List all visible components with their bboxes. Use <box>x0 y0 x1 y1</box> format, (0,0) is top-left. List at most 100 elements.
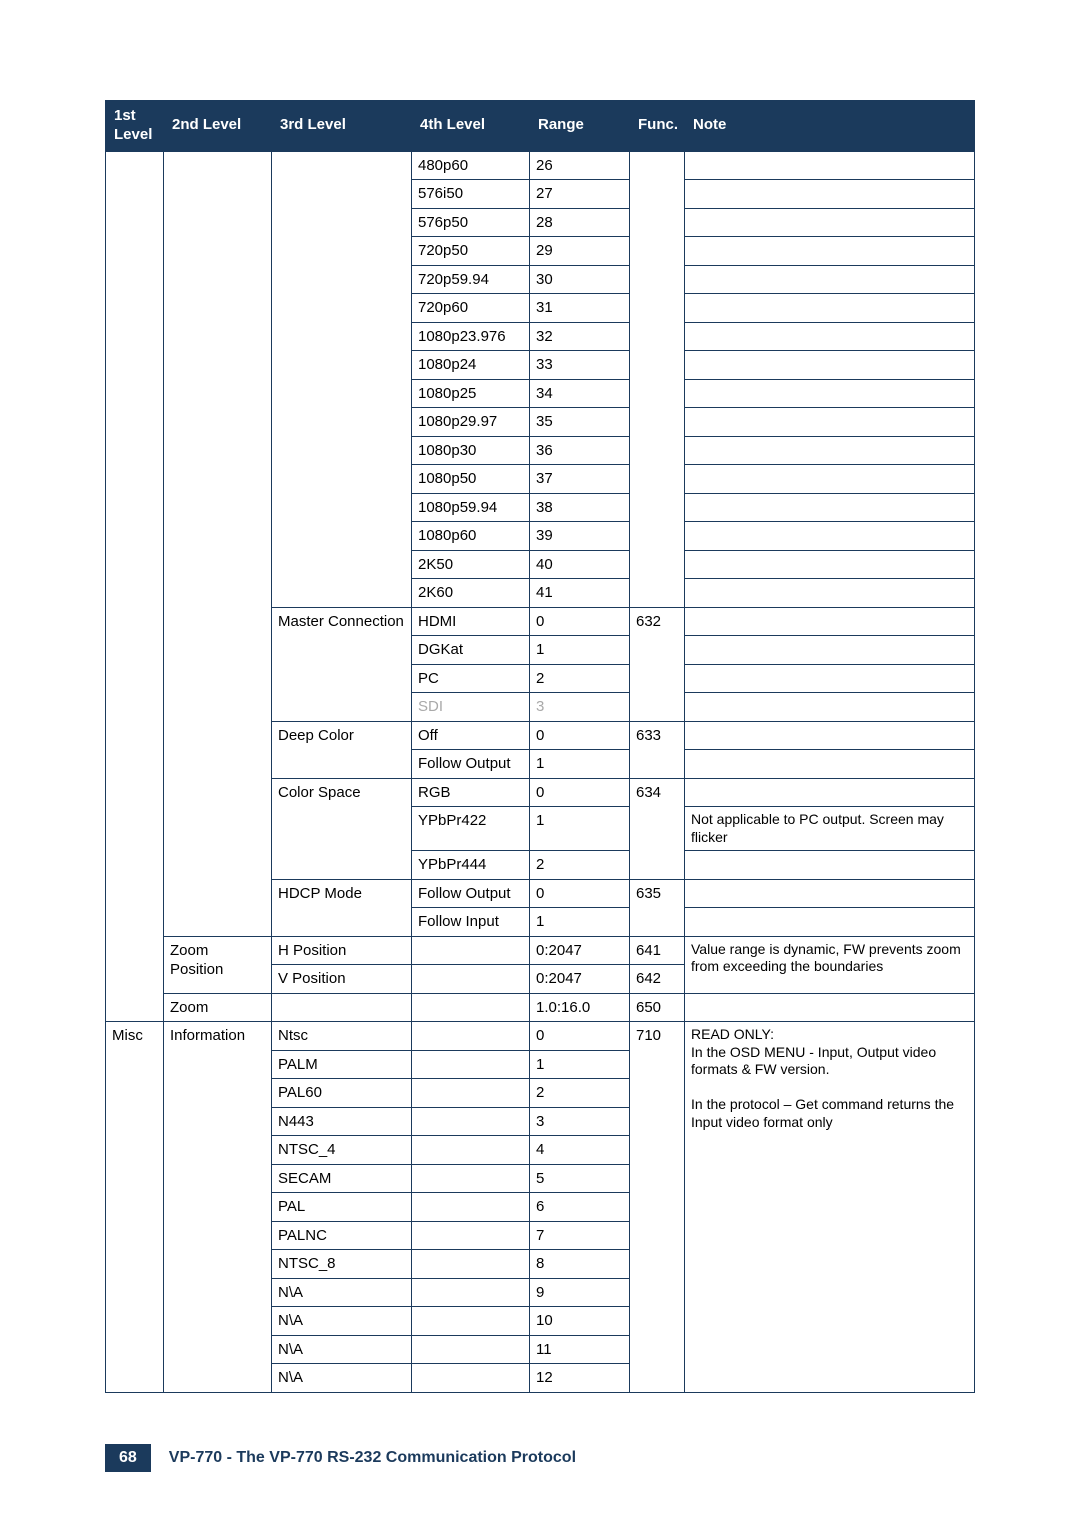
footer-title: VP-770 - The VP-770 RS-232 Communication… <box>169 1449 576 1467</box>
cell-l4: 1080p25 <box>412 379 530 408</box>
cell-l4: 720p50 <box>412 237 530 266</box>
col-header-l4: 4th Level <box>412 101 530 152</box>
cell-l2: Zoom <box>164 993 272 1022</box>
cell-range: 1.0:16.0 <box>530 993 630 1022</box>
cell-note <box>685 750 975 779</box>
cell-l4: 1080p30 <box>412 436 530 465</box>
cell-range: 3 <box>530 693 630 722</box>
cell-range: 29 <box>530 237 630 266</box>
cell-l4: Off <box>412 721 530 750</box>
cell-note <box>685 778 975 807</box>
cell-note <box>685 607 975 636</box>
cell-l3: PALNC <box>272 1221 412 1250</box>
cell-l3: Deep Color <box>272 721 412 778</box>
cell-range: 34 <box>530 379 630 408</box>
cell-l3 <box>272 151 412 607</box>
cell-func: 632 <box>630 607 685 721</box>
cell-range: 5 <box>530 1164 630 1193</box>
cell-l3: H Position <box>272 936 412 965</box>
protocol-table-container: 1st Level 2nd Level 3rd Level 4th Level … <box>105 100 975 1393</box>
cell-l4 <box>412 1307 530 1336</box>
cell-l2: Zoom Position <box>164 936 272 993</box>
cell-l4: YPbPr444 <box>412 851 530 880</box>
cell-func: 641 <box>630 936 685 965</box>
cell-l4: YPbPr422 <box>412 807 530 851</box>
table-row: Zoom 1.0:16.0650 <box>106 993 975 1022</box>
cell-l4: RGB <box>412 778 530 807</box>
page-footer: 68 VP-770 - The VP-770 RS-232 Communicat… <box>105 1444 975 1472</box>
cell-note <box>685 408 975 437</box>
cell-note <box>685 379 975 408</box>
cell-range: 0:2047 <box>530 965 630 994</box>
cell-l4: 1080p60 <box>412 522 530 551</box>
cell-note <box>685 879 975 908</box>
cell-l4 <box>412 1335 530 1364</box>
table-row: Zoom PositionH Position0:2047641Value ra… <box>106 936 975 965</box>
cell-range: 1 <box>530 636 630 665</box>
cell-note <box>685 664 975 693</box>
cell-l4 <box>412 1079 530 1108</box>
cell-range: 0:2047 <box>530 936 630 965</box>
cell-l4: 1080p50 <box>412 465 530 494</box>
cell-l4: 576i50 <box>412 180 530 209</box>
cell-note <box>685 550 975 579</box>
cell-range: 0 <box>530 778 630 807</box>
cell-l4: 1080p23.976 <box>412 322 530 351</box>
table-header-row: 1st Level 2nd Level 3rd Level 4th Level … <box>106 101 975 152</box>
cell-range: 2 <box>530 851 630 880</box>
cell-range: 2 <box>530 1079 630 1108</box>
cell-range: 4 <box>530 1136 630 1165</box>
cell-range: 10 <box>530 1307 630 1336</box>
cell-l3: Color Space <box>272 778 412 879</box>
cell-note <box>685 522 975 551</box>
table-body: 480p6026576i5027576p5028720p5029720p59.9… <box>106 151 975 1392</box>
cell-l4 <box>412 936 530 965</box>
cell-l3: NTSC_4 <box>272 1136 412 1165</box>
cell-range: 32 <box>530 322 630 351</box>
cell-range: 1 <box>530 1050 630 1079</box>
cell-l2 <box>164 151 272 936</box>
cell-l3: V Position <box>272 965 412 994</box>
cell-l2: Information <box>164 1022 272 1393</box>
cell-l4: PC <box>412 664 530 693</box>
cell-range: 8 <box>530 1250 630 1279</box>
cell-func <box>630 151 685 607</box>
cell-l4 <box>412 1050 530 1079</box>
cell-note <box>685 237 975 266</box>
cell-note <box>685 436 975 465</box>
cell-range: 11 <box>530 1335 630 1364</box>
cell-range: 35 <box>530 408 630 437</box>
cell-l4 <box>412 1107 530 1136</box>
cell-note <box>685 322 975 351</box>
cell-l4: 1080p59.94 <box>412 493 530 522</box>
cell-l3: N443 <box>272 1107 412 1136</box>
cell-range: 27 <box>530 180 630 209</box>
cell-range: 33 <box>530 351 630 380</box>
col-header-range: Range <box>530 101 630 152</box>
cell-l4 <box>412 1221 530 1250</box>
cell-range: 39 <box>530 522 630 551</box>
table-row: 480p6026 <box>106 151 975 180</box>
cell-range: 36 <box>530 436 630 465</box>
cell-l4: DGKat <box>412 636 530 665</box>
cell-note <box>685 579 975 608</box>
cell-l4 <box>412 1364 530 1393</box>
cell-range: 2 <box>530 664 630 693</box>
cell-note <box>685 265 975 294</box>
cell-range: 1 <box>530 908 630 937</box>
cell-l3: HDCP Mode <box>272 879 412 936</box>
cell-note: Value range is dynamic, FW prevents zoom… <box>685 936 975 993</box>
cell-func: 650 <box>630 993 685 1022</box>
cell-l4 <box>412 1136 530 1165</box>
cell-l4 <box>412 1022 530 1051</box>
page-number-badge: 68 <box>105 1444 151 1472</box>
cell-range: 28 <box>530 208 630 237</box>
cell-l4: 1080p24 <box>412 351 530 380</box>
cell-func: 634 <box>630 778 685 879</box>
cell-l4: HDMI <box>412 607 530 636</box>
cell-l4: 2K60 <box>412 579 530 608</box>
cell-range: 37 <box>530 465 630 494</box>
cell-l4: Follow Input <box>412 908 530 937</box>
cell-l4 <box>412 993 530 1022</box>
cell-range: 3 <box>530 1107 630 1136</box>
